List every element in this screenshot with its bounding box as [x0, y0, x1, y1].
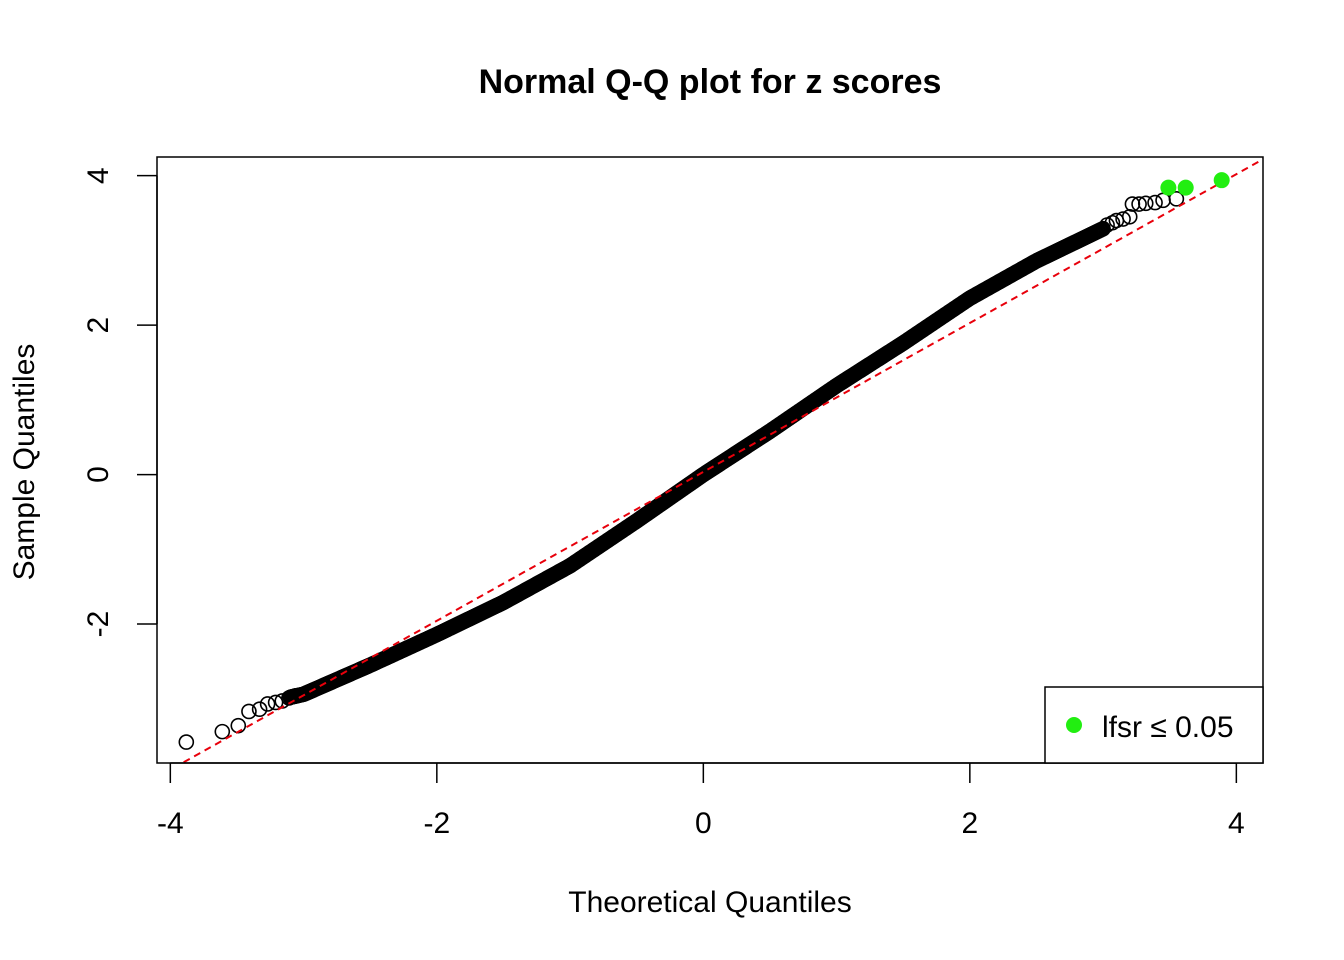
- x-tick-label: -2: [423, 807, 450, 840]
- y-axis-label: Sample Quantiles: [8, 344, 41, 581]
- data-point: [241, 703, 257, 720]
- y-tick-label: 4: [82, 167, 115, 184]
- y-tick-label: -2: [82, 611, 115, 638]
- data-point: [1115, 211, 1131, 227]
- plot-frame: [156, 156, 1264, 764]
- data-point: [281, 690, 297, 706]
- legend-marker: [1066, 717, 1082, 733]
- data-point: [178, 734, 195, 750]
- data-point: [1147, 194, 1163, 211]
- x-tick-label: 4: [1228, 807, 1245, 840]
- plot-area: [178, 158, 1263, 763]
- data-point: [251, 701, 268, 717]
- data-point: [1137, 195, 1154, 212]
- y-tick-label: 2: [82, 317, 115, 334]
- y-tick-label: 0: [82, 466, 115, 483]
- x-tick-label: -4: [157, 807, 184, 840]
- data-point: [214, 723, 231, 740]
- reference-line: [183, 158, 1263, 763]
- legend-label: lfsr ≤ 0.05: [1102, 711, 1234, 744]
- x-tick-label: 0: [695, 807, 712, 840]
- plot-marks: [178, 158, 1263, 763]
- highlight-point: [1160, 179, 1177, 196]
- chart-title: Normal Q-Q plot for z scores: [479, 63, 942, 101]
- data-point: [259, 696, 276, 712]
- data-point: [1168, 191, 1185, 207]
- x-tick-label: 2: [961, 807, 978, 840]
- highlight-point: [1213, 172, 1230, 189]
- data-point: [1131, 196, 1147, 212]
- data-point: [230, 717, 247, 734]
- legend: lfsr ≤ 0.05: [1044, 686, 1264, 764]
- highlight-point: [1177, 179, 1194, 196]
- x-axis-label: Theoretical Quantiles: [568, 886, 851, 919]
